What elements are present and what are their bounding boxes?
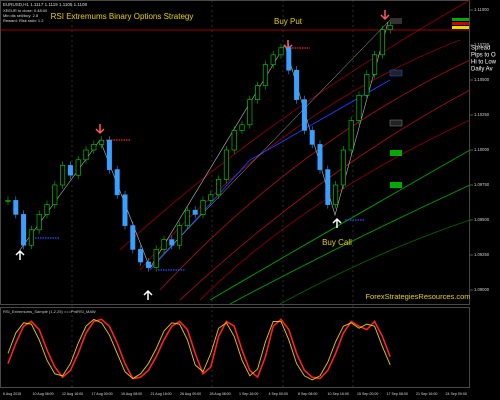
oscillator-line xyxy=(7,318,391,381)
oscillator-line xyxy=(7,318,391,380)
date-label: 4 Sep 00:00 xyxy=(269,392,288,396)
buy-put-label: Buy Put xyxy=(274,17,303,26)
date-label: 24 Sep 00:00 xyxy=(446,392,467,396)
candle xyxy=(114,169,120,196)
candle xyxy=(325,169,331,205)
date-label: 10 Aug 08:00 xyxy=(33,392,54,396)
oscillator-label: RSI_Extremums_Sample (1,2,25) ===PrdRSI_… xyxy=(3,309,96,314)
candle xyxy=(44,204,50,215)
candle xyxy=(340,149,346,186)
candle xyxy=(333,184,339,205)
price-label: 1.10500 xyxy=(474,77,490,82)
candle xyxy=(13,200,19,215)
level-tags xyxy=(389,18,403,188)
candle xyxy=(67,165,73,176)
candle xyxy=(36,214,42,231)
candle xyxy=(294,69,300,100)
price-label: 1.09500 xyxy=(474,217,490,222)
candle xyxy=(309,130,315,145)
candle xyxy=(130,225,136,250)
date-label: 17 Aug 00:00 xyxy=(92,392,113,396)
watermark: ForexStrategiesResources.com xyxy=(365,292,470,301)
date-label: 21 Aug 16:00 xyxy=(151,392,172,396)
dashboard xyxy=(452,18,469,29)
strategy-title: RSI Extremums Binary Options Strategy xyxy=(51,12,194,21)
side-label: Spread xyxy=(471,46,490,52)
candle xyxy=(348,120,354,151)
candle xyxy=(379,29,385,56)
candle xyxy=(91,144,97,151)
candle xyxy=(387,25,393,30)
candle xyxy=(192,209,198,215)
date-label: 1 Sep 16:00 xyxy=(239,392,258,396)
candle xyxy=(223,149,229,180)
date-label: 28 Aug 08:00 xyxy=(210,392,231,396)
date-label: 12 Aug 16:00 xyxy=(62,392,83,396)
date-label: 8 Sep 08:00 xyxy=(298,392,317,396)
candle xyxy=(301,99,307,131)
candle xyxy=(356,95,362,121)
candle xyxy=(270,54,276,65)
price-label: 1.11000 xyxy=(474,7,489,12)
candle xyxy=(5,200,11,202)
price-label: 1.09000 xyxy=(474,287,490,292)
candle xyxy=(177,225,183,246)
candle xyxy=(169,239,175,246)
symbol-info: EURUSD,H1 1.1117 1.1119 1.1105 1.1108 xyxy=(3,2,88,7)
price-label: 1.10000 xyxy=(474,147,490,152)
candle xyxy=(83,149,89,161)
candle xyxy=(364,74,370,96)
info-line: XEEUR to close: 0.48:00 xyxy=(3,8,48,13)
info: EURUSD,H1 1.1117 1.1119 1.1105 1.1108 xyxy=(3,2,88,7)
candle xyxy=(216,179,222,196)
candle xyxy=(286,47,292,71)
candle xyxy=(317,144,323,170)
candle xyxy=(138,249,144,263)
date-label: 17 Sep 08:00 xyxy=(387,392,408,396)
side-label: Daily Av xyxy=(471,67,493,73)
candle xyxy=(145,261,151,268)
price-label: 1.09750 xyxy=(474,182,490,187)
price-label: 1.10750 xyxy=(474,42,490,47)
price-label: 1.09250 xyxy=(474,252,490,257)
candle xyxy=(262,64,268,86)
side-label: Hi to Low xyxy=(471,60,497,66)
price-panel xyxy=(0,0,470,305)
candle xyxy=(28,229,34,246)
candle xyxy=(21,214,27,246)
candle xyxy=(75,159,81,176)
oscillator-panel xyxy=(0,307,470,388)
candle xyxy=(372,54,378,75)
candle xyxy=(99,139,105,145)
date-label: 10 Sep 16:00 xyxy=(328,392,349,396)
candle xyxy=(200,200,206,215)
date-label: 21 Sep 16:00 xyxy=(416,392,437,396)
price-label: 1.10250 xyxy=(474,112,490,117)
date-label: 19 Aug 08:00 xyxy=(121,392,142,396)
candle xyxy=(208,194,214,201)
date-label: 6 Aug 2015 xyxy=(3,392,21,396)
candle xyxy=(52,184,58,205)
candle xyxy=(153,249,159,268)
date-label: 15 Sep 00:00 xyxy=(357,392,378,396)
info-line: Min dis sell/buy: 2.8 xyxy=(3,13,39,18)
candle xyxy=(122,194,128,226)
candle xyxy=(247,99,253,126)
candle xyxy=(255,85,261,100)
info-line: Reward: Risk ratio: 1.2 xyxy=(3,18,44,23)
side-label: Pips to O xyxy=(471,53,496,59)
candle xyxy=(278,47,284,56)
candle xyxy=(161,239,167,250)
candle xyxy=(239,124,245,131)
candle xyxy=(106,139,112,170)
candle xyxy=(60,165,66,186)
buy-call-label: Buy Call xyxy=(322,238,352,247)
candle xyxy=(231,130,237,151)
date-label: 26 Aug 00:00 xyxy=(180,392,201,396)
candle xyxy=(184,209,190,226)
